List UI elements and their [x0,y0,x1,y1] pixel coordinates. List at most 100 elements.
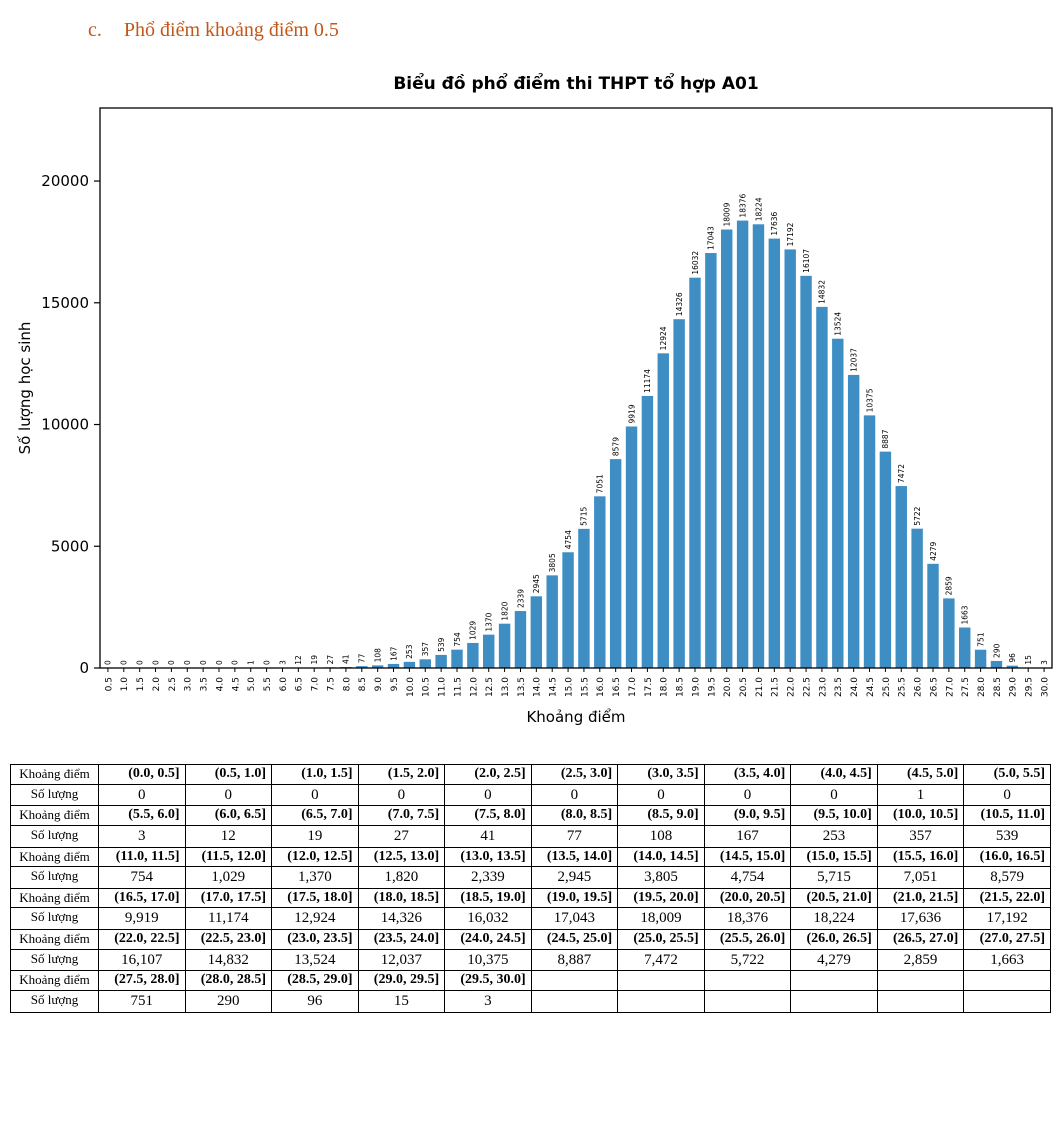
bar [673,319,684,668]
count-cell: 14,832 [185,949,272,971]
count-cell [791,990,878,1012]
bar-value-label: 253 [405,644,414,659]
bar-value-label: 17192 [786,222,795,246]
range-cell [964,971,1051,991]
count-cell: 1 [877,784,964,806]
count-cell: 12,037 [358,949,445,971]
range-cell [704,971,791,991]
count-cell: 0 [704,784,791,806]
count-cell: 108 [618,825,705,847]
bar-value-label: 14326 [675,292,684,316]
range-cell: (18.0, 18.5] [358,888,445,908]
x-tick-label: 16.0 [596,677,606,697]
range-cell: (28.0, 28.5] [185,971,272,991]
bar [769,239,780,668]
count-cell: 8,579 [964,867,1051,889]
bar-value-label: 12924 [659,326,668,350]
x-tick-label: 1.5 [136,677,146,691]
y-tick-label: 10000 [41,416,89,434]
count-cell: 3,805 [618,867,705,889]
count-cell [964,990,1051,1012]
x-tick-label: 16.5 [612,677,622,697]
row-header-count: Số lượng [11,825,99,847]
x-tick-label: 25.5 [898,677,908,697]
count-cell: 539 [964,825,1051,847]
range-cell: (1.5, 2.0] [358,765,445,785]
count-cell: 18,376 [704,908,791,930]
x-tick-label: 8.5 [358,677,368,691]
bar-value-label: 17043 [707,226,716,250]
x-tick-label: 20.5 [739,677,749,697]
count-cell: 0 [531,784,618,806]
bar [880,452,891,668]
bar [927,564,938,668]
row-header-count: Số lượng [11,867,99,889]
bar-value-label: 357 [421,642,430,657]
count-cell [531,990,618,1012]
x-tick-label: 3.0 [184,677,194,692]
x-tick-label: 12.0 [469,677,479,697]
range-cell: (11.0, 11.5] [99,847,186,867]
x-tick-label: 27.5 [961,677,971,697]
count-cell: 0 [99,784,186,806]
bar [499,624,510,668]
bar [626,426,637,668]
x-tick-label: 15.0 [564,677,574,697]
bar-value-label: 16032 [691,251,700,275]
range-cell: (26.5, 27.0] [877,930,964,950]
range-cell: (14.0, 14.5] [618,847,705,867]
bar-value-label: 15 [1024,655,1033,665]
count-cell: 1,663 [964,949,1051,971]
x-tick-label: 15.5 [580,677,590,697]
x-tick-label: 26.0 [914,677,924,697]
bar-value-label: 1370 [485,612,494,631]
range-cell: (17.0, 17.5] [185,888,272,908]
bar-value-label: 5715 [580,507,589,526]
bar-value-label: 1 [247,660,256,665]
count-cell: 2,945 [531,867,618,889]
range-row: Khoảng điểm(22.0, 22.5](22.5, 23.0](23.0… [11,930,1051,950]
count-cell: 41 [445,825,532,847]
count-cell: 0 [358,784,445,806]
x-tick-label: 21.0 [755,677,765,697]
range-cell: (20.5, 21.0] [791,888,878,908]
y-tick-label: 15000 [41,294,89,312]
y-tick-label: 5000 [51,537,89,555]
range-cell: (28.5, 29.0] [272,971,359,991]
x-tick-label: 29.5 [1025,677,1035,697]
row-header-range: Khoảng điểm [11,930,99,950]
bar-value-label: 0 [199,660,208,665]
x-tick-label: 26.5 [929,677,939,697]
bar-value-label: 12037 [849,348,858,372]
bar-value-label: 1663 [961,605,970,624]
bar [483,635,494,668]
x-tick-label: 4.5 [231,677,241,691]
bar-value-label: 18009 [723,202,732,226]
range-cell: (7.0, 7.5] [358,806,445,826]
x-tick-label: 28.0 [977,677,987,697]
x-tick-label: 30.0 [1040,677,1050,697]
bar [642,396,653,668]
bar-value-label: 0 [104,660,113,665]
x-tick-label: 22.0 [787,677,797,697]
bar-value-label: 108 [373,648,382,663]
range-cell: (22.0, 22.5] [99,930,186,950]
bar-value-label: 0 [135,660,144,665]
range-cell: (19.0, 19.5] [531,888,618,908]
range-cell: (27.0, 27.5] [964,930,1051,950]
range-cell: (19.5, 20.0] [618,888,705,908]
count-cell [618,990,705,1012]
range-cell: (18.5, 19.0] [445,888,532,908]
bar-value-label: 0 [215,660,224,665]
bar-value-label: 96 [1008,653,1017,663]
x-tick-label: 9.5 [390,677,400,691]
range-cell: (13.0, 13.5] [445,847,532,867]
count-cell: 2,859 [877,949,964,971]
count-cell: 96 [272,990,359,1012]
count-cell: 253 [791,825,878,847]
plot-border [100,108,1052,668]
count-cell: 16,032 [445,908,532,930]
range-cell: (25.5, 26.0] [704,930,791,950]
bar-chart-svg: 0500010000150002000000.501.001.502.002.5… [0,68,1059,730]
